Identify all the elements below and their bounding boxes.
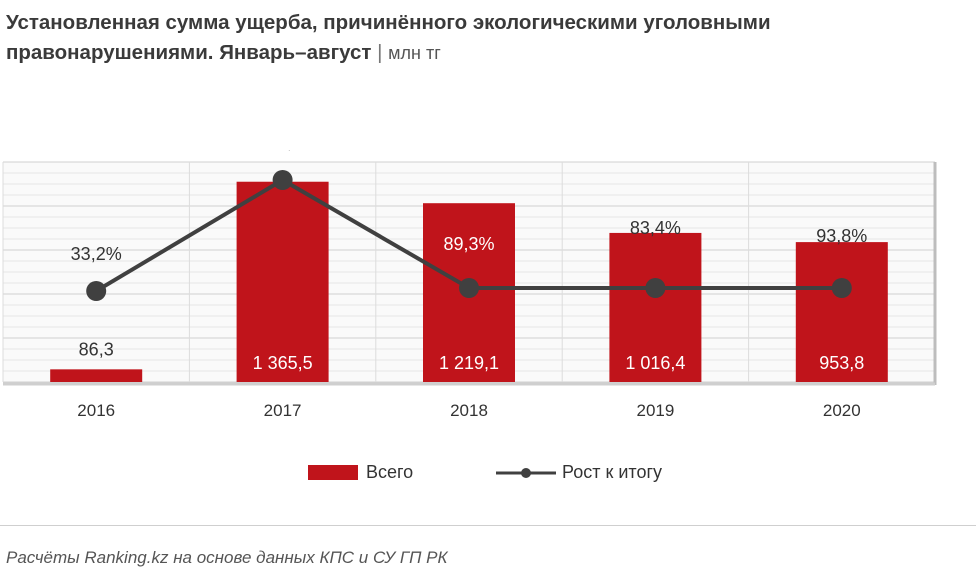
legend-line-swatch — [496, 467, 556, 478]
line-value-label-2019: 83,4% — [630, 218, 681, 238]
line-point-2018 — [459, 278, 479, 298]
legend-bar-swatch — [308, 465, 358, 480]
bar-value-label-2019: 1 016,4 — [625, 353, 685, 373]
source-note: Расчёты Ranking.kz на основе данных КПС … — [6, 548, 448, 567]
bar-value-label-2020: 953,8 — [819, 353, 864, 373]
legend-line-label: Рост к итогу — [562, 462, 663, 482]
chart-title-main: Установленная сумма ущерба, причинённого… — [6, 11, 771, 64]
title-separator: | — [377, 41, 383, 64]
x-tick-label-2019: 2019 — [636, 401, 674, 420]
line-value-label-2018: 89,3% — [443, 234, 494, 254]
chart-canvas: 86,3 1 365,5 1 219,1 1 016,4 953,8 33,2% 1582,… — [2, 150, 937, 420]
line-value-label-2017: 1582,3% — [247, 150, 318, 152]
bar-2017 — [236, 181, 329, 382]
legend-item-line: Рост к итогу — [496, 462, 662, 483]
bar-value-label-2018: 1 219,1 — [439, 353, 499, 373]
line-point-2017 — [272, 170, 293, 190]
line-value-label-2016: 33,2% — [71, 244, 122, 264]
chart-title: Установленная сумма ущерба, причинённого… — [6, 8, 966, 68]
footer-divider — [0, 525, 976, 526]
title-unit: млн тг — [388, 43, 441, 63]
line-point-2020 — [831, 278, 852, 298]
bar-value-label-2017: 1 365,5 — [253, 353, 313, 373]
x-tick-label-2020: 2020 — [823, 401, 861, 420]
line-value-label-2020: 93,8% — [816, 226, 867, 246]
x-tick-label-2016: 2016 — [77, 401, 115, 420]
line-point-2019 — [645, 278, 666, 298]
line-point-2016 — [86, 281, 107, 301]
bar-2019 — [609, 232, 702, 382]
bar-2020 — [795, 242, 888, 382]
legend-item-bars: Всего — [308, 462, 413, 483]
legend-bar-label: Всего — [366, 462, 414, 482]
bar-2016 — [50, 369, 143, 382]
x-tick-label-2017: 2017 — [264, 401, 302, 420]
x-tick-label-2018: 2018 — [450, 401, 488, 420]
bar-value-label-2016: 86,3 — [79, 339, 114, 359]
